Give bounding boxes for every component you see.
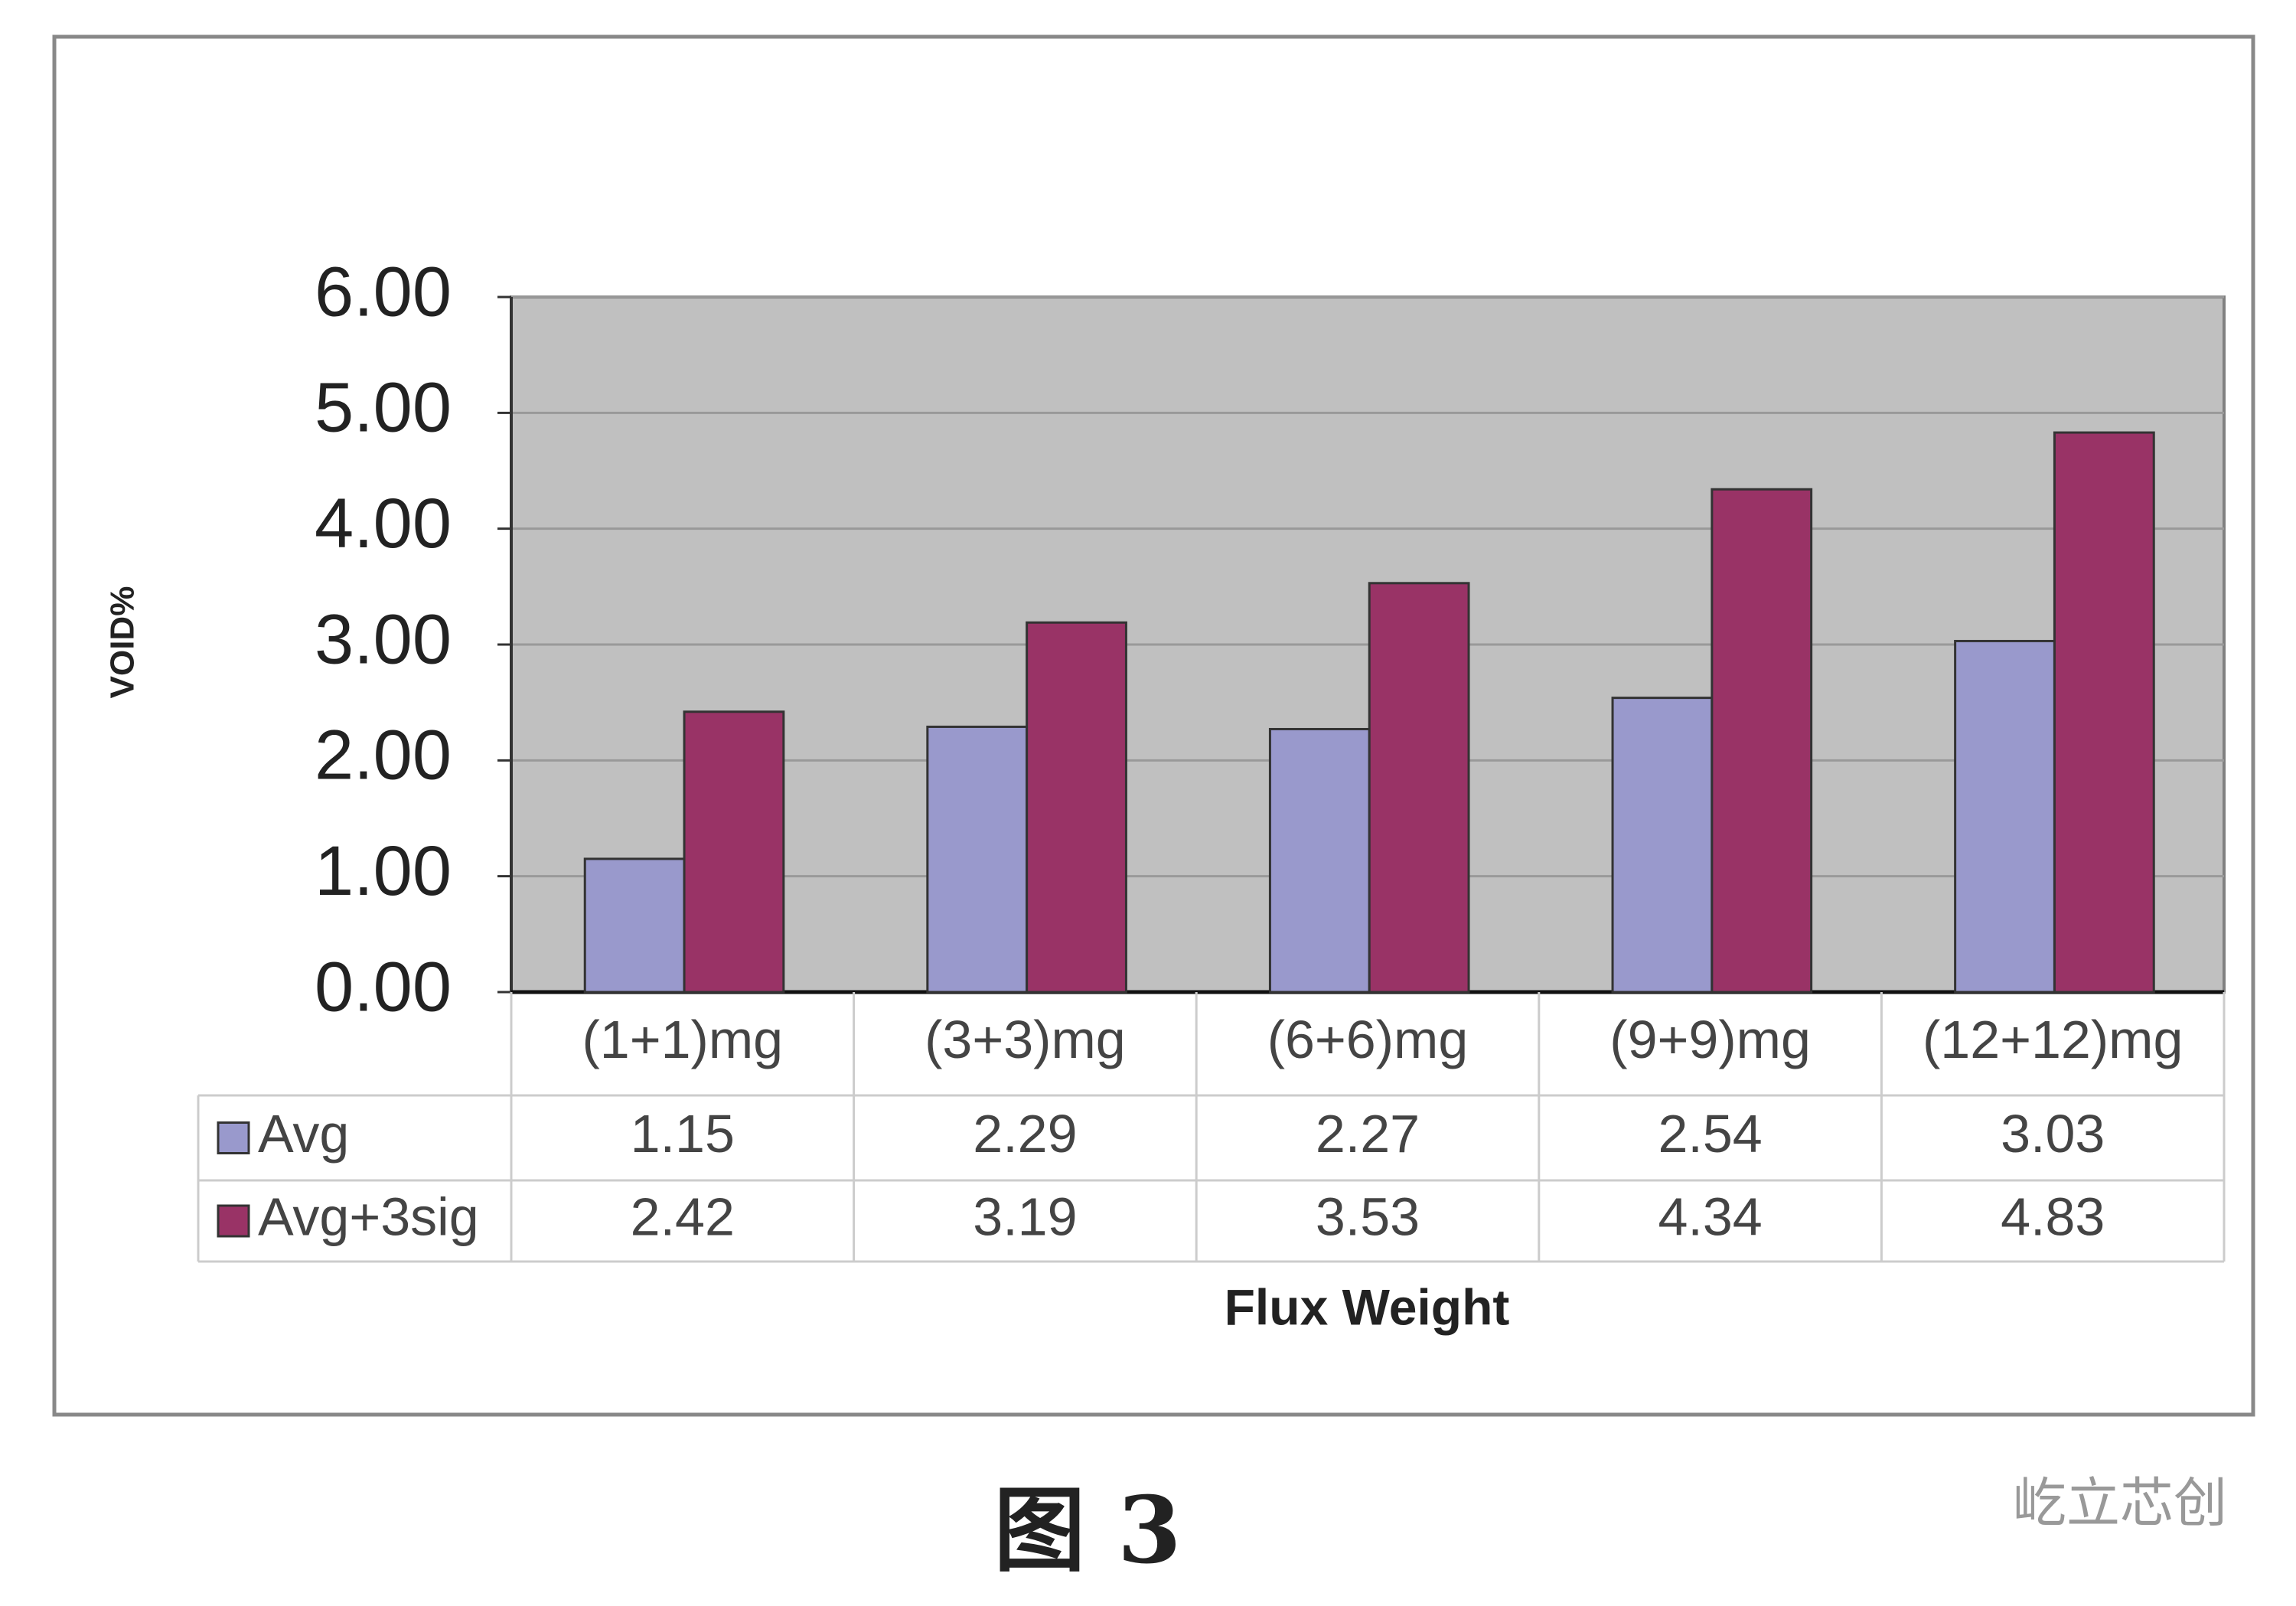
bar [1268,727,1371,994]
table-value: 1.15 [631,1104,735,1164]
watermark: 屹立芯创 [2013,1473,2227,1533]
bar [926,725,1029,994]
x-axis-title: Flux Weight [1225,1278,1510,1335]
legend-label: Avg [258,1104,349,1164]
table-value: 4.34 [1658,1187,1762,1246]
caption: 图 3 [993,1477,1181,1585]
legend-label: Avg+3sig [258,1187,479,1246]
table-value: 2.29 [973,1104,1077,1164]
x-tick-label: (3+3)mg [925,1010,1126,1069]
table-value: 2.27 [1316,1104,1420,1164]
y-tick-label: 0.00 [315,948,452,1026]
bar [1954,639,2056,994]
y-tick-label: 3.00 [315,600,452,678]
x-tick-label: (9+9)mg [1609,1010,1811,1069]
y-tick-label: 4.00 [315,485,452,563]
table-value: 2.54 [1658,1104,1762,1164]
legend-key [217,1204,250,1238]
bar [2053,431,2155,994]
bar [1368,582,1470,994]
y-axis-title: VOID% [104,586,142,699]
x-tick-label: (1+1)mg [582,1010,783,1069]
y-tick-label: 5.00 [315,369,452,447]
table-value: 3.03 [2001,1104,2105,1164]
y-tick-label: 6.00 [315,253,452,331]
bar [1026,621,1127,994]
y-tick-label: 1.00 [315,832,452,910]
x-tick-label: (6+6)mg [1267,1010,1469,1069]
legend-key [217,1121,250,1154]
table-value: 3.19 [973,1187,1077,1246]
table-value: 4.83 [2001,1187,2105,1246]
bar [1611,697,1714,994]
y-tick-label: 2.00 [315,716,452,795]
bar [1711,488,1813,994]
table-value: 3.53 [1316,1187,1420,1246]
table-value: 2.42 [631,1187,735,1246]
bar [683,710,785,994]
x-tick-label: (12+12)mg [1923,1010,2183,1069]
bar [583,857,686,994]
